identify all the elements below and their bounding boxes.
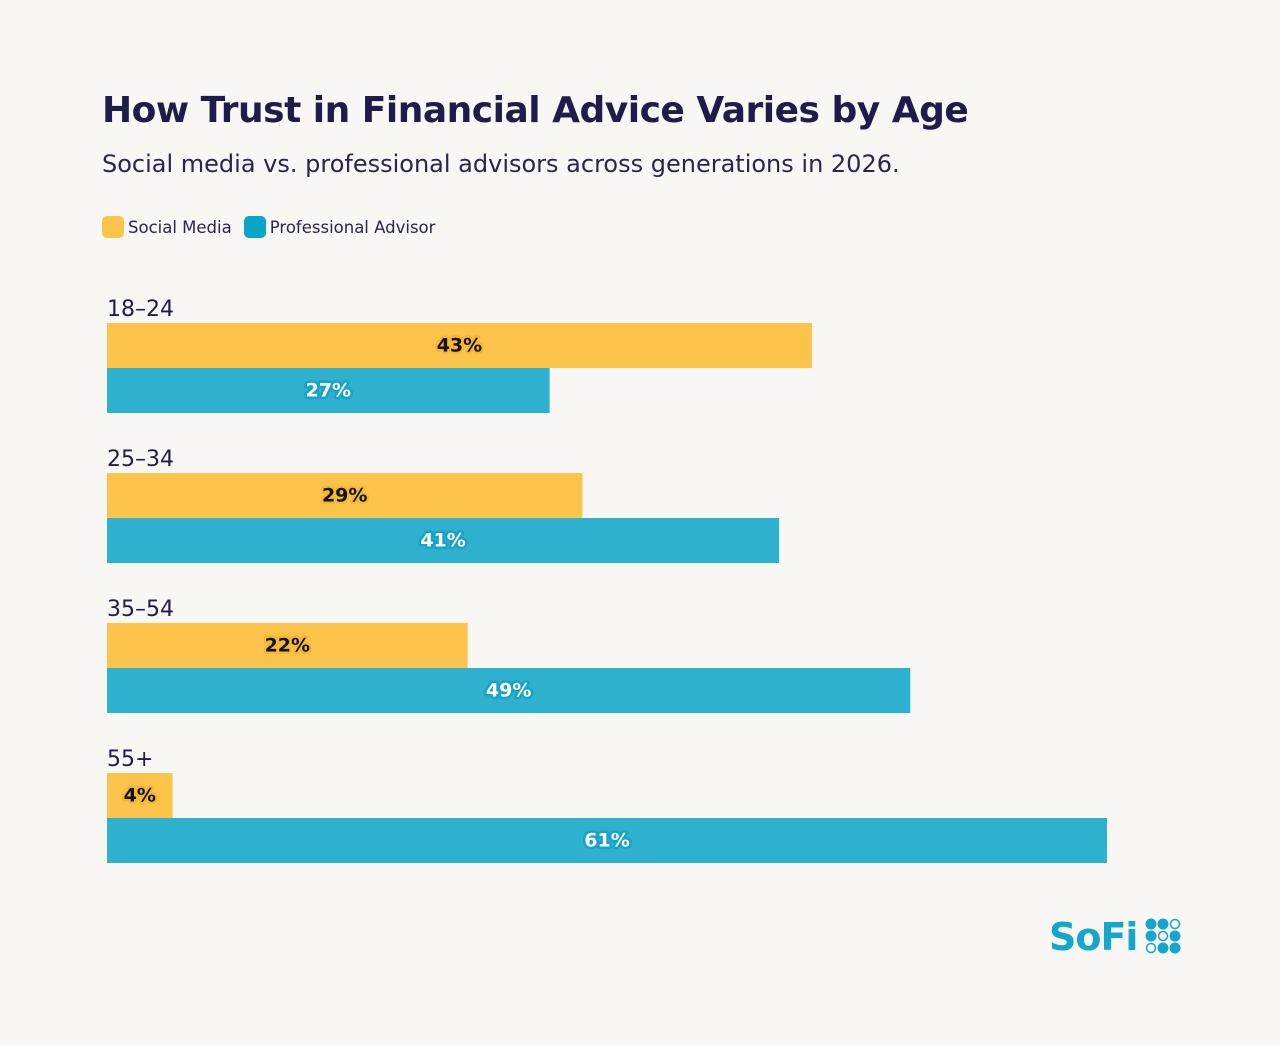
logo-dot	[1157, 942, 1169, 954]
bar-professional-advisor	[107, 368, 550, 413]
legend: Social Media Professional Advisor	[102, 216, 447, 238]
logo-dot	[1169, 930, 1181, 942]
category-label: 35–54	[107, 597, 174, 622]
logo-dot	[1169, 942, 1181, 954]
legend-item-social-media: Social Media	[102, 216, 232, 238]
bar-professional-advisor	[107, 518, 780, 563]
bar-social-media	[107, 473, 583, 518]
legend-label: Professional Advisor	[269, 217, 436, 237]
logo-dot	[1157, 918, 1169, 930]
category-label: 18–24	[107, 297, 174, 322]
data-label: 4%	[124, 785, 156, 807]
data-label: 29%	[322, 485, 367, 507]
data-label: 22%	[265, 635, 310, 657]
data-label: 61%	[584, 830, 629, 852]
bar-social-media	[107, 323, 812, 368]
logo-dot	[1145, 930, 1157, 942]
bar-professional-advisor	[107, 668, 911, 713]
data-label: 49%	[486, 680, 531, 702]
category-label: 55+	[107, 747, 153, 772]
chart-subtitle: Social media vs. professional advisors a…	[102, 150, 900, 178]
legend-swatch-professional-advisor	[243, 216, 266, 238]
data-label: 27%	[306, 380, 351, 402]
logo-text: SoFi	[1049, 915, 1138, 959]
legend-label: Social Media	[128, 217, 232, 237]
logo-dots-icon	[1145, 918, 1181, 954]
logo-dot	[1146, 942, 1157, 954]
logo-dot	[1158, 930, 1169, 942]
legend-swatch-social-media	[102, 216, 124, 238]
category-label: 25–34	[107, 447, 174, 472]
logo-dot	[1170, 918, 1181, 930]
data-label: 41%	[420, 530, 465, 552]
bar-professional-advisor	[107, 818, 1107, 863]
logo-dot	[1145, 918, 1157, 930]
bar-social-media	[107, 623, 468, 668]
data-label: 43%	[437, 335, 482, 357]
bar-social-media	[107, 773, 173, 818]
chart-title: How Trust in Financial Advice Varies by …	[102, 90, 969, 131]
sofi-logo: SoFi	[1049, 915, 1189, 959]
legend-item-professional-advisor: Professional Advisor	[243, 216, 436, 238]
